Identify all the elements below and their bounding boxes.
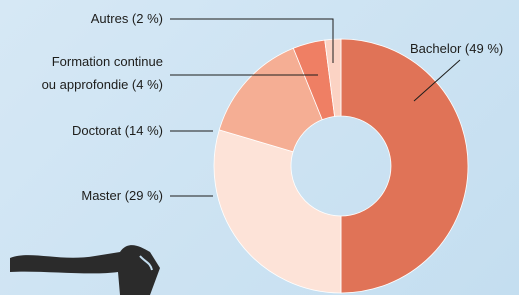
slice-label: Formation continue ou approfondie (4 %) — [0, 50, 163, 96]
slice-label: Master (29 %) — [0, 184, 163, 207]
slice-label: Doctorat (14 %) — [0, 119, 163, 142]
chart: Bachelor (49 %) Master (29 %) Doctorat (14… — [0, 0, 519, 295]
slice — [341, 39, 468, 293]
slice-label: Autres (2 %) — [0, 7, 163, 30]
slice — [214, 130, 341, 293]
illustration — [10, 245, 160, 295]
slice-label: Bachelor (49 %) — [410, 37, 519, 60]
